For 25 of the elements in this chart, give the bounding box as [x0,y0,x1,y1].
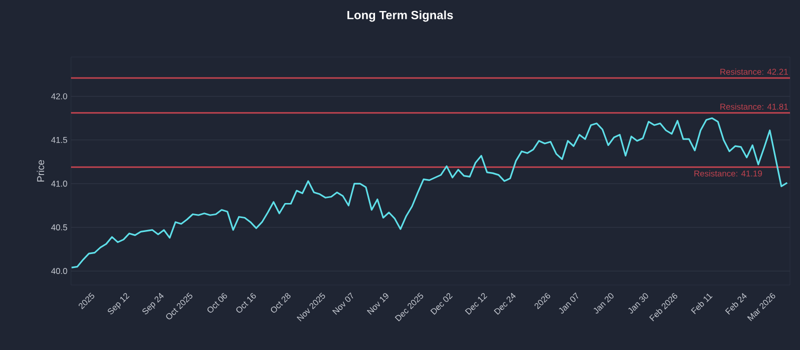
x-tick-label: Nov 19 [366,293,388,315]
x-tick-label: Jan 20 [594,293,614,314]
x-tick-label: Oct 06 [207,293,227,313]
x-tick-label: Sep 24 [142,292,164,314]
y-tick-label: 40.5 [51,224,68,230]
x-tick-label: Dec 12 [464,293,488,315]
x-tick-label: Dec 02 [430,293,453,315]
y-tick-label: 40.0 [51,268,68,274]
y-axis-title: Price [36,160,44,182]
x-tick-label: Feb 24 [725,293,747,315]
y-tick-label: 42.0 [51,93,68,100]
y-tick-label: 41.0 [51,180,68,187]
x-tick-label: Dec 24 [494,292,516,315]
y-tick-label: 41.5 [51,137,68,143]
x-tick-label: Jan 07 [559,292,578,314]
chart-title: Long Term Signals [347,10,453,22]
ref-line-label: Resistance: 41.19 [694,170,762,176]
x-tick-label: Jan 30 [628,293,648,314]
ref-line-label: Resistance: 42.21 [720,68,788,75]
x-tick-label: Oct 28 [270,293,291,313]
x-tick-label: Sep 12 [108,293,130,314]
x-tick-label: Oct 16 [236,293,256,313]
x-tick-label: Nov 07 [332,292,354,315]
ref-line-label: Resistance: 41.81 [720,103,788,110]
x-tick-label: Feb 11 [690,294,712,314]
